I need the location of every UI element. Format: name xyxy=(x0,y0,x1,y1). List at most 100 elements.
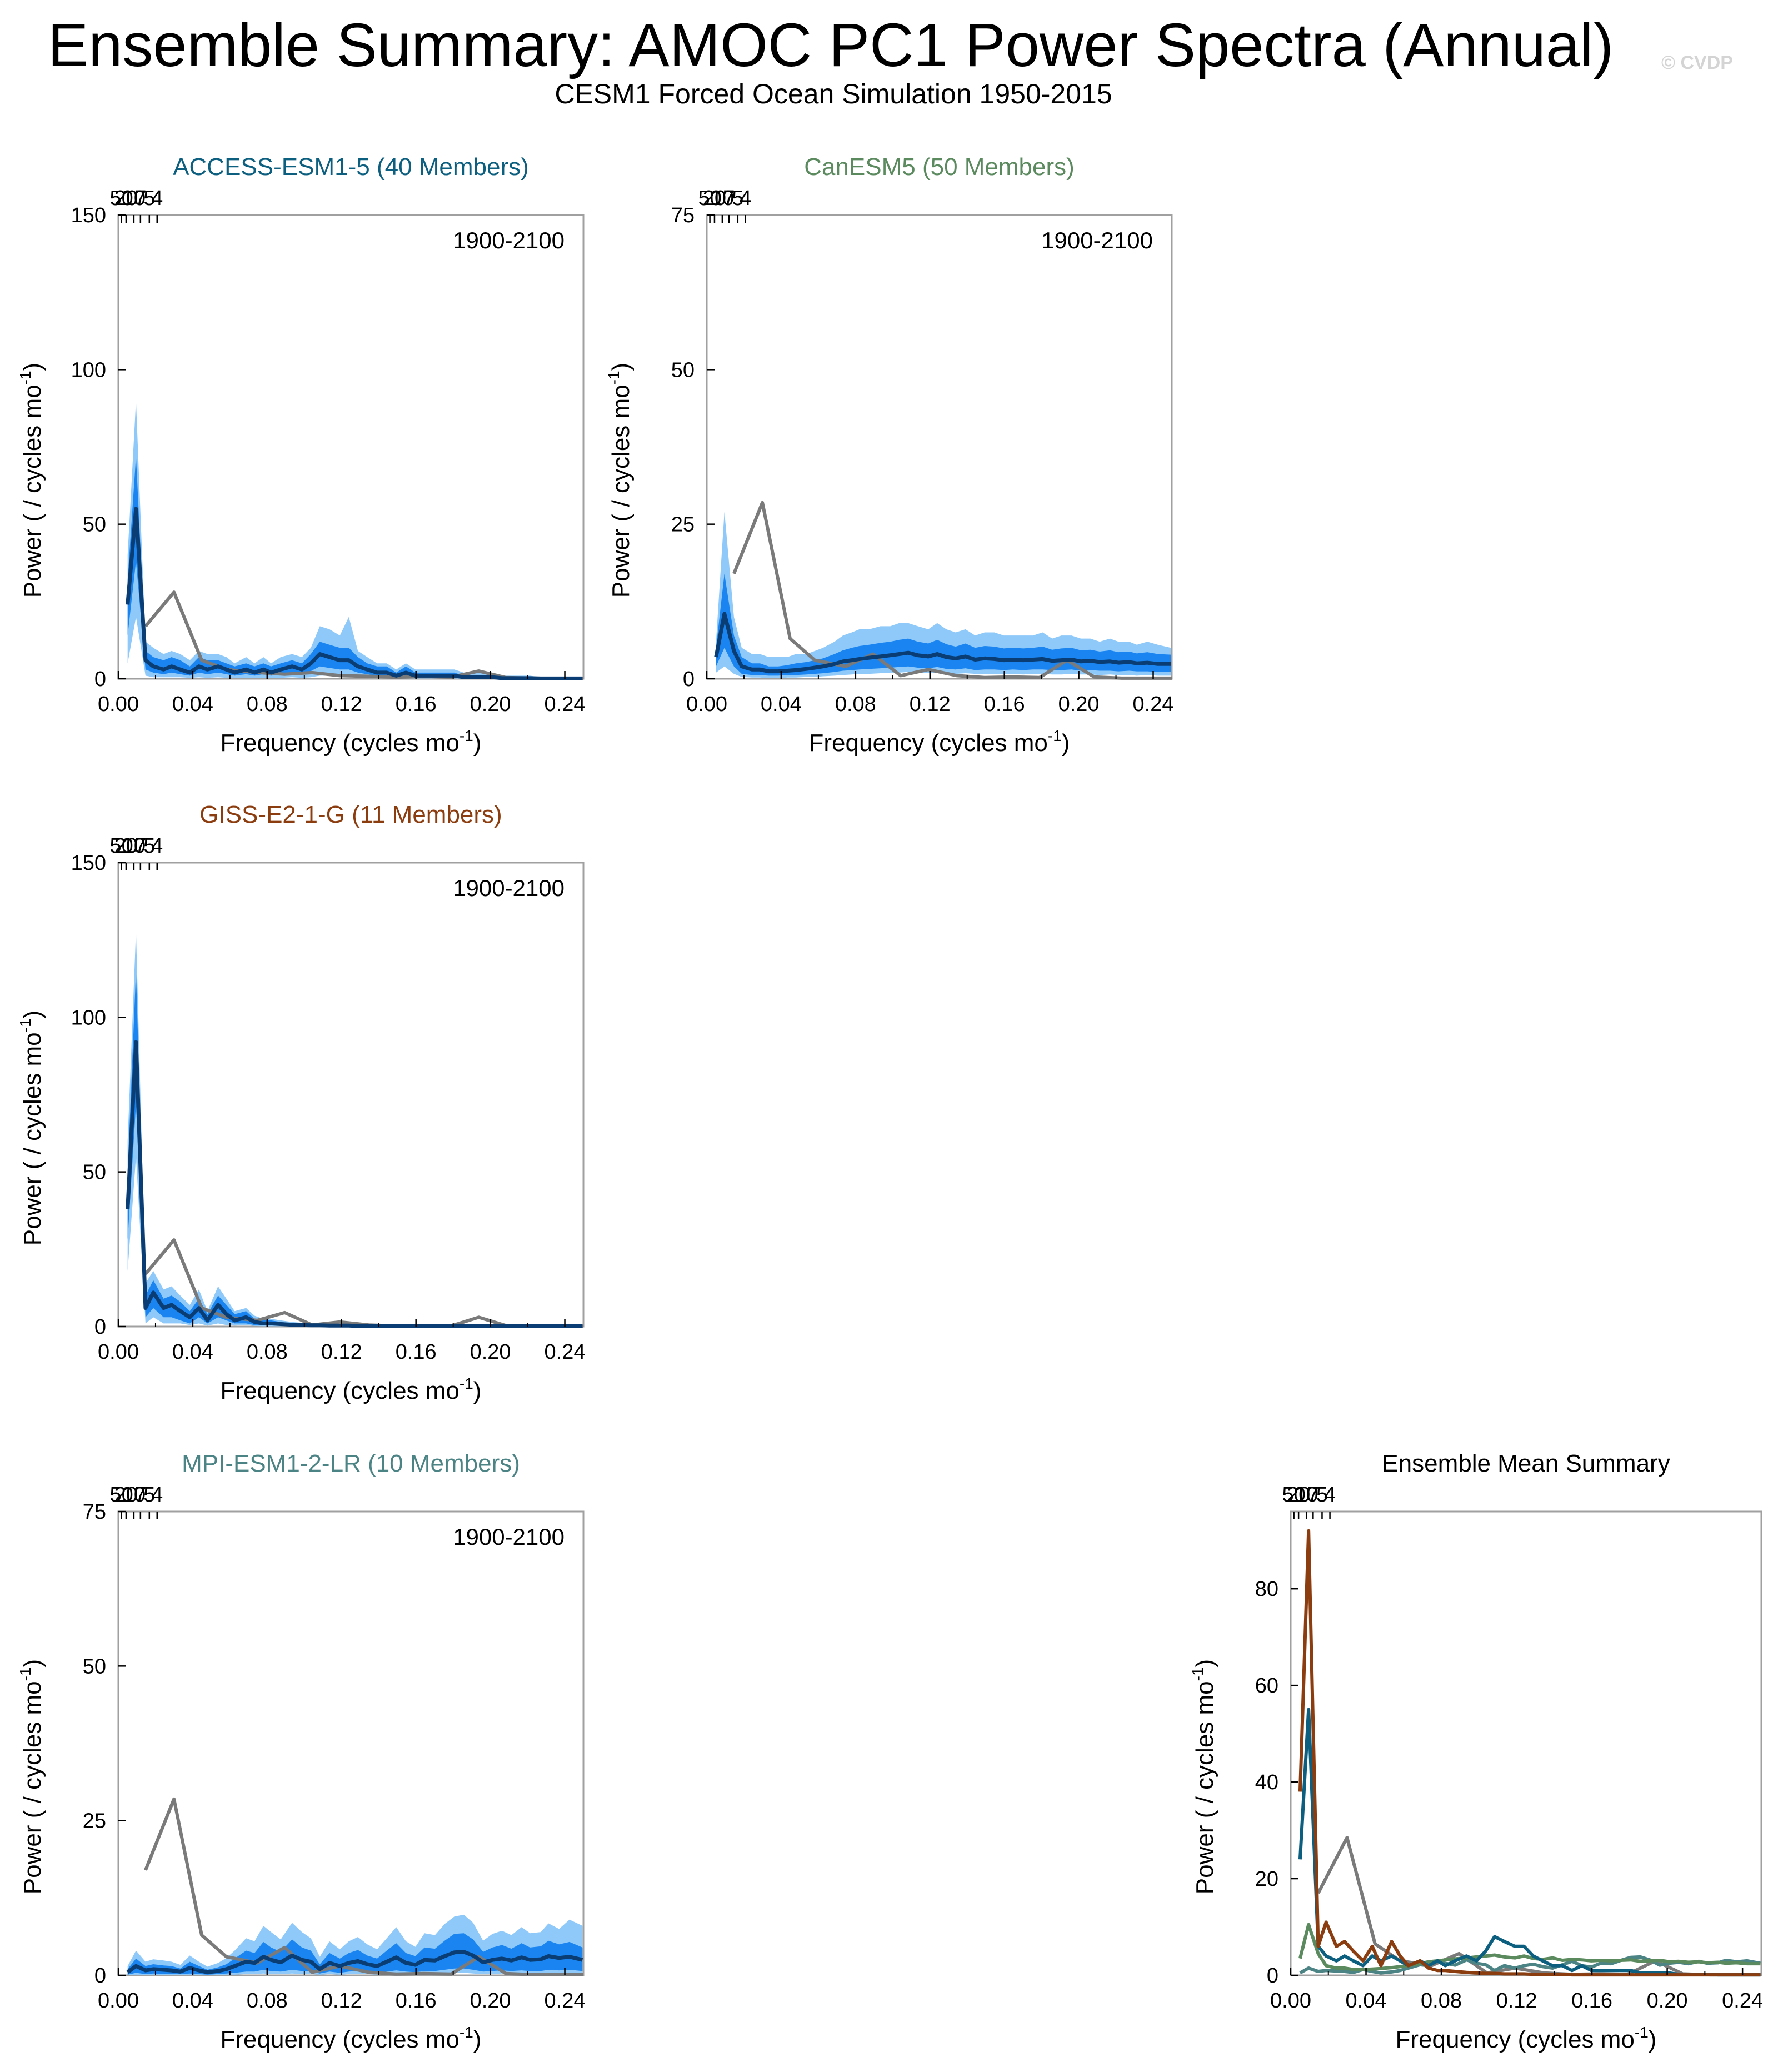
x-tick-label: 0.24 xyxy=(1133,693,1174,716)
panel-title: ACCESS-ESM1-5 (40 Members) xyxy=(173,153,529,181)
panel-title: MPI-ESM1-2-LR (10 Members) xyxy=(182,1450,520,1477)
x-tick-label: 0.12 xyxy=(321,1340,362,1364)
y-axis-label: Power ( / cycles mo-1) xyxy=(605,363,635,598)
spread-band-inner xyxy=(716,573,1171,676)
x-tick-label: 0.12 xyxy=(910,693,951,716)
panel-title: GISS-E2-1-G (11 Members) xyxy=(199,801,502,828)
period-tick-label: 5 xyxy=(143,1483,155,1507)
ensemble-mean-line xyxy=(126,1040,583,1328)
y-tick-label: 25 xyxy=(671,513,695,537)
x-tick-label: 0.08 xyxy=(247,693,288,716)
period-tick-label: 7 xyxy=(134,834,146,858)
x-axis-label: Frequency (cycles mo-1) xyxy=(809,727,1070,757)
x-axis-label: Frequency (cycles mo-1) xyxy=(221,727,482,757)
x-tick-label: 0.24 xyxy=(545,693,586,716)
period-tick-label: 4 xyxy=(151,1483,163,1507)
plot-frame xyxy=(117,214,585,680)
y-tick-label: 50 xyxy=(83,513,106,537)
figure-subtitle: CESM1 Forced Ocean Simulation 1950-2015 xyxy=(555,78,1112,109)
plot-frame xyxy=(1290,1510,1762,1976)
period-tick-label: 20 xyxy=(114,1483,138,1507)
period-tick-label: 20 xyxy=(1287,1483,1310,1507)
series-line-giss-e2-1-g xyxy=(1298,1529,1761,1977)
period-tick-label: 50 xyxy=(109,1483,133,1507)
y-tick-label: 25 xyxy=(83,1810,106,1833)
x-tick-label: 0.04 xyxy=(172,1340,213,1364)
y-tick-label: 75 xyxy=(671,204,695,227)
x-tick-label: 0.04 xyxy=(761,693,802,716)
period-tick-label: 10 xyxy=(122,1483,146,1507)
y-tick-label: 20 xyxy=(1255,1868,1278,1891)
observations-line xyxy=(144,1797,583,1976)
period-tick-label: 10 xyxy=(122,834,146,858)
x-tick-label: 0.04 xyxy=(172,1989,213,2013)
ensemble-mean-line xyxy=(714,612,1171,674)
y-tick-label: 40 xyxy=(1255,1771,1278,1794)
period-tick-label: 7 xyxy=(134,187,146,210)
panel-0: 0.00 0.04 0.08 0.12 0.16 0.20 0.24502010754050… xyxy=(17,153,586,757)
x-tick-label: 0.16 xyxy=(984,693,1025,716)
cvdp-watermark: © CVDP xyxy=(1661,52,1733,73)
x-tick-label: 0.16 xyxy=(396,693,437,716)
x-tick-label: 0.24 xyxy=(545,1340,586,1364)
x-tick-label: 0.16 xyxy=(1571,1989,1612,2013)
x-tick-label: 0.04 xyxy=(172,693,213,716)
x-tick-label: 0.00 xyxy=(98,1989,139,2013)
x-axis-label: Frequency (cycles mo-1) xyxy=(221,1375,482,1404)
panel-2: 0.00 0.04 0.08 0.12 0.16 0.20 0.24502010754050… xyxy=(17,801,586,1404)
y-tick-label: 100 xyxy=(71,1006,106,1029)
x-tick-label: 0.08 xyxy=(1421,1989,1462,2013)
spread-band-inner xyxy=(127,970,583,1327)
x-tick-label: 0.08 xyxy=(247,1340,288,1364)
plot-frame xyxy=(706,214,1173,680)
period-range-label: 1900-2100 xyxy=(453,875,565,901)
y-tick-label: 0 xyxy=(94,668,106,691)
y-tick-label: 0 xyxy=(683,668,695,691)
x-tick-label: 0.20 xyxy=(1647,1989,1688,2013)
period-tick-label: 7 xyxy=(723,187,735,210)
x-tick-label: 0.04 xyxy=(1346,1989,1387,2013)
ensemble-mean-line xyxy=(126,1950,583,1974)
period-tick-label: 10 xyxy=(1295,1483,1318,1507)
x-tick-label: 0.24 xyxy=(1722,1989,1763,2013)
period-range-label: 1900-2100 xyxy=(1041,227,1153,253)
y-tick-label: 50 xyxy=(83,1655,106,1678)
figure-title: Ensemble Summary: AMOC PC1 Power Spectra… xyxy=(47,11,1614,79)
x-tick-label: 0.00 xyxy=(98,1340,139,1364)
panel-title: CanESM5 (50 Members) xyxy=(804,153,1075,181)
panel-3: 0.00 0.04 0.08 0.12 0.16 0.20 0.24502010754025… xyxy=(17,1450,586,2053)
y-tick-label: 80 xyxy=(1255,1578,1278,1601)
period-tick-label: 50 xyxy=(1282,1483,1306,1507)
y-tick-label: 75 xyxy=(83,1500,106,1524)
period-tick-label: 7 xyxy=(134,1483,146,1507)
y-tick-label: 50 xyxy=(671,358,695,382)
panel-4: 0.00 0.04 0.08 0.12 0.16 0.20 0.24502010754020… xyxy=(1189,1450,1763,2053)
panel-title: Ensemble Mean Summary xyxy=(1382,1450,1670,1477)
period-tick-label: 5 xyxy=(143,834,155,858)
y-tick-label: 0 xyxy=(1267,1964,1278,1988)
x-tick-label: 0.20 xyxy=(470,1989,511,2013)
x-tick-label: 0.20 xyxy=(470,693,511,716)
period-tick-label: 10 xyxy=(711,187,734,210)
period-tick-label: 4 xyxy=(1324,1483,1336,1507)
series-line-access-esm1-5 xyxy=(1298,1708,1761,1977)
plot-frame xyxy=(117,862,585,1328)
y-axis-label: Power ( / cycles mo-1) xyxy=(17,363,46,598)
period-tick-label: 50 xyxy=(109,187,133,210)
period-range-label: 1900-2100 xyxy=(453,1524,565,1550)
x-tick-label: 0.16 xyxy=(396,1989,437,2013)
period-tick-label: 5 xyxy=(732,187,743,210)
x-axis-label: Frequency (cycles mo-1) xyxy=(1396,2024,1657,2053)
y-axis-label: Power ( / cycles mo-1) xyxy=(17,1010,46,1245)
plot-frame xyxy=(117,1510,585,1976)
period-tick-label: 20 xyxy=(114,834,138,858)
period-tick-label: 50 xyxy=(698,187,721,210)
y-tick-label: 150 xyxy=(71,852,106,875)
period-tick-label: 4 xyxy=(151,187,163,210)
x-tick-label: 0.12 xyxy=(1496,1989,1537,2013)
period-tick-label: 4 xyxy=(740,187,751,210)
period-tick-label: 10 xyxy=(122,187,146,210)
x-tick-label: 0.12 xyxy=(321,693,362,716)
observations-line xyxy=(732,501,1172,680)
x-tick-label: 0.20 xyxy=(470,1340,511,1364)
